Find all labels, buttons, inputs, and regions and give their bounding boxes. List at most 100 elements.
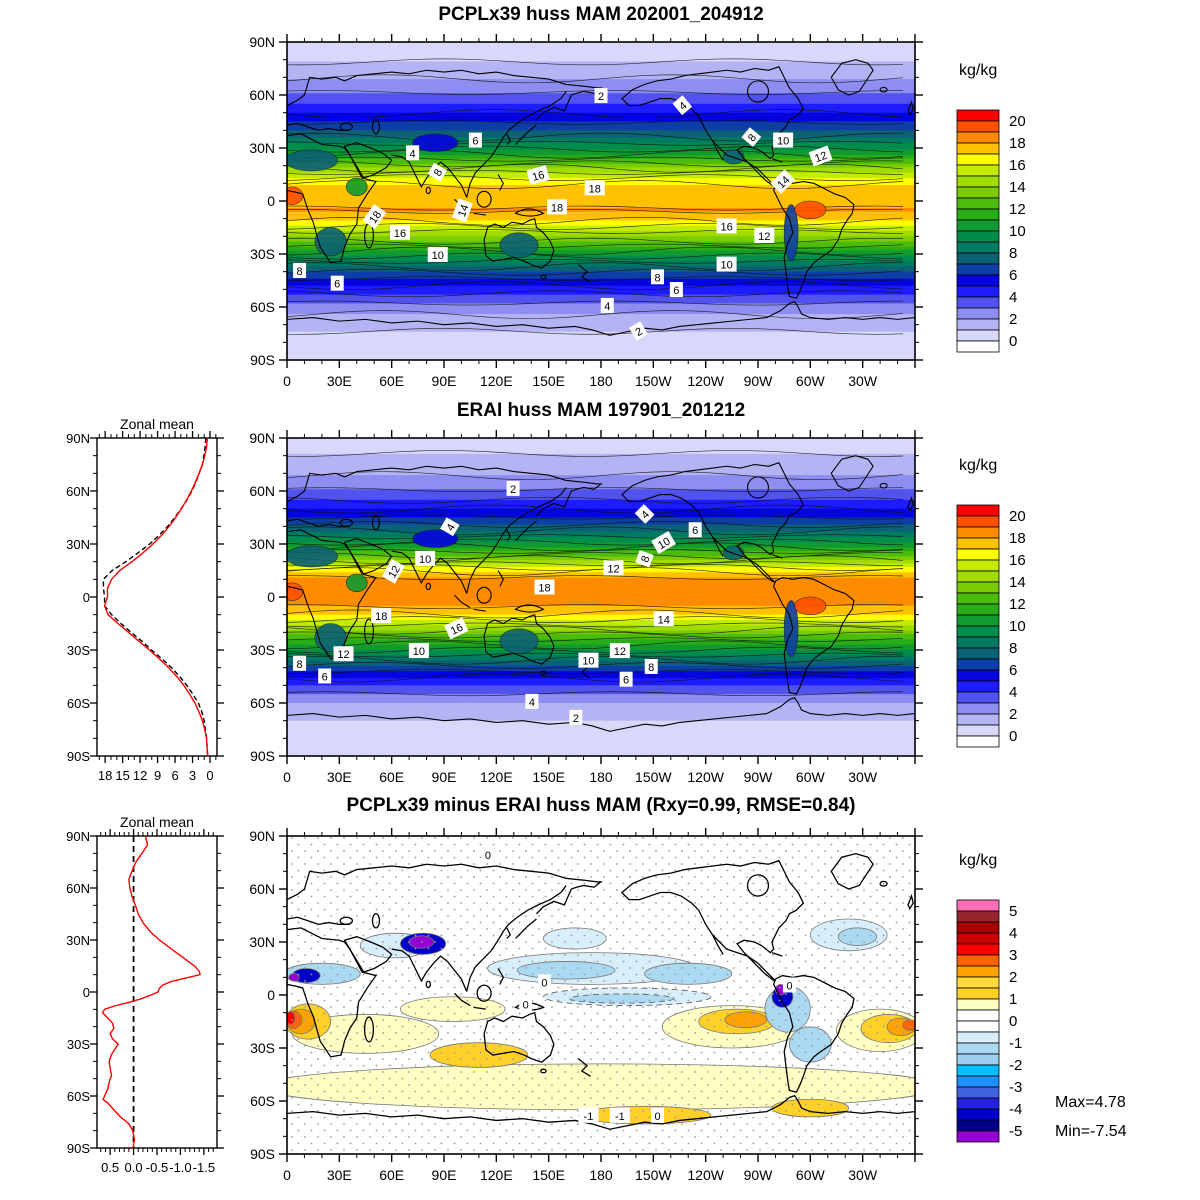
- svg-text:30N: 30N: [250, 536, 275, 552]
- svg-text:150E: 150E: [532, 769, 565, 785]
- svg-text:6: 6: [673, 285, 679, 297]
- svg-text:8: 8: [296, 266, 302, 278]
- svg-text:0: 0: [1009, 728, 1017, 745]
- svg-text:3: 3: [1009, 947, 1017, 964]
- svg-text:90S: 90S: [250, 748, 275, 764]
- svg-text:60W: 60W: [796, 769, 826, 785]
- svg-text:90S: 90S: [250, 352, 275, 368]
- svg-text:8: 8: [296, 659, 302, 671]
- svg-text:6: 6: [692, 525, 698, 537]
- svg-text:90S: 90S: [250, 1146, 275, 1162]
- map-erai-huss: 0 30E 60E 90E 120E 150E 180 150W 120W 90W 60W 30W90…: [250, 430, 923, 785]
- svg-text:0.0: 0.0: [125, 1160, 143, 1175]
- svg-text:60S: 60S: [250, 1093, 275, 1109]
- svg-text:120E: 120E: [480, 373, 513, 389]
- svg-text:12: 12: [337, 649, 349, 661]
- svg-text:6: 6: [472, 136, 478, 148]
- svg-text:0: 0: [267, 589, 275, 605]
- svg-text:14: 14: [456, 203, 471, 219]
- svg-text:120W: 120W: [687, 769, 724, 785]
- svg-text:12: 12: [1009, 201, 1026, 218]
- svg-text:0: 0: [654, 1111, 660, 1123]
- svg-text:0: 0: [1009, 333, 1017, 350]
- svg-text:Zonal mean: Zonal mean: [120, 814, 194, 830]
- svg-text:6: 6: [1009, 662, 1017, 679]
- svg-text:2: 2: [1009, 311, 1017, 328]
- svg-text:0: 0: [283, 373, 291, 389]
- svg-text:30W: 30W: [848, 1167, 878, 1183]
- svg-text:8: 8: [648, 662, 654, 674]
- svg-text:8: 8: [432, 167, 445, 178]
- svg-text:0: 0: [83, 590, 90, 605]
- svg-text:90N: 90N: [250, 828, 275, 844]
- svg-text:180: 180: [589, 373, 613, 389]
- svg-text:0: 0: [283, 769, 291, 785]
- svg-text:60N: 60N: [250, 483, 275, 499]
- svg-text:90W: 90W: [744, 373, 774, 389]
- svg-text:30N: 30N: [66, 933, 90, 948]
- svg-text:0: 0: [541, 977, 547, 989]
- svg-text:120W: 120W: [687, 1167, 724, 1183]
- svg-text:3: 3: [189, 768, 196, 783]
- svg-text:-1: -1: [1009, 1035, 1022, 1052]
- svg-text:1: 1: [1009, 991, 1017, 1008]
- svg-text:30N: 30N: [250, 140, 275, 156]
- svg-text:90N: 90N: [250, 430, 275, 446]
- svg-text:0: 0: [786, 980, 792, 992]
- svg-text:14: 14: [1009, 574, 1026, 591]
- svg-text:kg/kg: kg/kg: [959, 852, 997, 869]
- svg-text:120E: 120E: [480, 769, 513, 785]
- svg-text:16: 16: [1009, 157, 1026, 174]
- svg-text:30E: 30E: [327, 1167, 352, 1183]
- svg-text:30S: 30S: [250, 642, 275, 658]
- svg-text:30S: 30S: [67, 643, 90, 658]
- svg-text:90N: 90N: [250, 34, 275, 50]
- svg-text:kg/kg: kg/kg: [959, 457, 997, 474]
- svg-text:18: 18: [589, 183, 601, 195]
- svg-text:60N: 60N: [250, 87, 275, 103]
- svg-text:-1: -1: [615, 1111, 625, 1123]
- svg-text:10: 10: [582, 656, 594, 668]
- svg-text:2: 2: [634, 326, 645, 339]
- svg-text:4: 4: [410, 148, 416, 160]
- svg-text:-2: -2: [1009, 1057, 1022, 1074]
- svg-text:60W: 60W: [796, 373, 826, 389]
- svg-text:2: 2: [1009, 969, 1017, 986]
- svg-text:90N: 90N: [66, 829, 90, 844]
- svg-text:-5: -5: [1009, 1123, 1022, 1140]
- svg-text:30S: 30S: [67, 1037, 90, 1052]
- svg-text:30W: 30W: [848, 373, 878, 389]
- svg-text:2: 2: [510, 484, 516, 496]
- svg-text:4: 4: [604, 301, 610, 313]
- svg-text:6: 6: [334, 279, 340, 291]
- svg-text:30W: 30W: [848, 769, 878, 785]
- svg-text:20: 20: [1009, 113, 1026, 130]
- svg-text:150W: 150W: [635, 373, 672, 389]
- svg-text:60S: 60S: [250, 695, 275, 711]
- svg-text:60S: 60S: [250, 299, 275, 315]
- svg-text:20: 20: [1009, 508, 1026, 525]
- svg-text:12: 12: [386, 564, 403, 581]
- map-difference: 0 30E 60E 90E 120E 150E 180 150W 120W 90W 60W 30W 90…: [250, 828, 923, 1183]
- svg-text:2: 2: [1009, 706, 1017, 723]
- svg-text:90E: 90E: [432, 1167, 457, 1183]
- svg-text:0.5: 0.5: [101, 1160, 119, 1175]
- svg-text:60S: 60S: [67, 1089, 90, 1104]
- svg-text:60N: 60N: [250, 881, 275, 897]
- svg-text:8: 8: [1009, 640, 1017, 657]
- svg-text:-1.0: -1.0: [169, 1160, 191, 1175]
- svg-text:0: 0: [206, 768, 213, 783]
- svg-text:2: 2: [598, 91, 604, 103]
- svg-text:8: 8: [654, 272, 660, 284]
- svg-text:-1.5: -1.5: [193, 1160, 215, 1175]
- svg-text:12: 12: [758, 231, 770, 243]
- svg-text:150W: 150W: [635, 769, 672, 785]
- svg-text:8: 8: [639, 554, 652, 564]
- colorbar-diff: kg/kg 5 4 3 2 1 0 -1 -2 -3 -4 -5 Max=4.78 Min=-7.54: [956, 852, 1127, 1143]
- svg-text:10: 10: [419, 554, 431, 566]
- svg-text:60N: 60N: [66, 881, 90, 896]
- svg-text:6: 6: [171, 768, 178, 783]
